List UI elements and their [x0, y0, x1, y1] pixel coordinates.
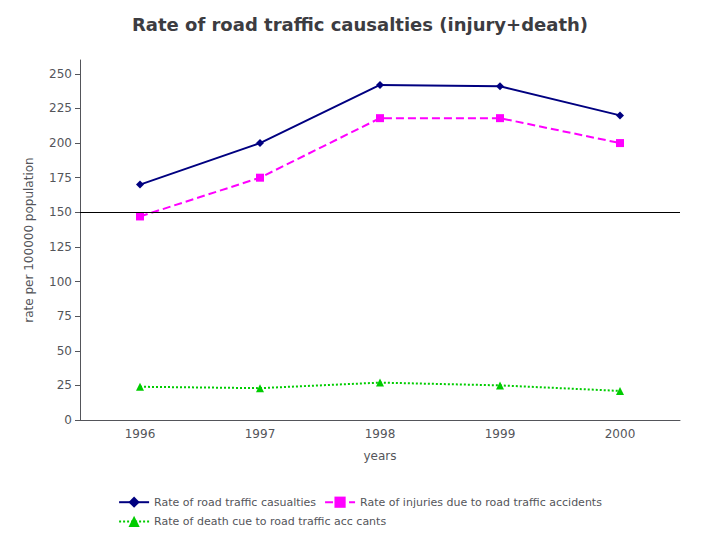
svg-text:Rate of road traffic casualtie: Rate of road traffic casualties	[154, 496, 316, 509]
svg-text:Rate of road traffic causaltie: Rate of road traffic causalties (injury+…	[132, 14, 588, 35]
svg-text:75: 75	[57, 309, 72, 323]
svg-text:175: 175	[49, 171, 72, 185]
svg-text:0: 0	[64, 413, 72, 427]
svg-text:150: 150	[49, 205, 72, 219]
svg-text:25: 25	[57, 378, 72, 392]
svg-text:1999: 1999	[485, 427, 516, 441]
svg-text:2000: 2000	[605, 427, 636, 441]
svg-text:1997: 1997	[245, 427, 276, 441]
svg-text:1998: 1998	[365, 427, 396, 441]
svg-text:250: 250	[49, 67, 72, 81]
svg-text:200: 200	[49, 136, 72, 150]
svg-text:1996: 1996	[125, 427, 156, 441]
svg-text:50: 50	[57, 344, 72, 358]
svg-text:225: 225	[49, 101, 72, 115]
svg-text:Rate of injuries due to road t: Rate of injuries due to road traffic acc…	[360, 496, 602, 509]
svg-text:125: 125	[49, 240, 72, 254]
svg-text:100: 100	[49, 275, 72, 289]
svg-text:Rate of death cue to road traf: Rate of death cue to road traffic acc ca…	[154, 515, 386, 528]
svg-text:rate per 100000 population: rate per 100000 population	[22, 157, 36, 322]
svg-text:years: years	[363, 449, 396, 463]
